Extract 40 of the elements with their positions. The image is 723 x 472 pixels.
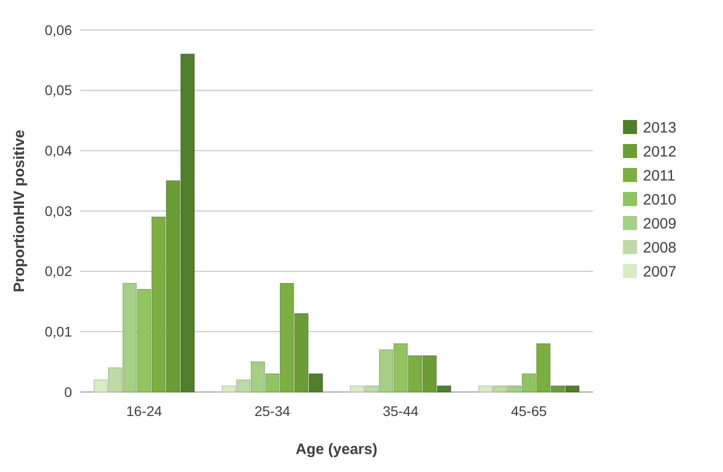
legend-label: 2010 [643, 191, 676, 208]
legend-label: 2007 [643, 263, 676, 280]
x-tick-label: 35-44 [382, 403, 419, 419]
bar [408, 356, 422, 392]
bar [394, 343, 408, 392]
bar [280, 283, 294, 392]
legend-label: 2011 [643, 167, 676, 184]
legend-label: 2008 [643, 239, 676, 256]
y-tick-label: 0,06 [44, 22, 72, 38]
bar [507, 386, 522, 392]
bar [364, 386, 379, 392]
y-tick-label: 0,01 [44, 324, 72, 340]
y-tick-label: 0,02 [44, 263, 72, 280]
bar [536, 343, 550, 392]
bar [222, 386, 236, 392]
bar [236, 380, 250, 392]
x-tick-label: 45-65 [510, 403, 547, 419]
y-tick-label: 0,03 [44, 202, 72, 219]
y-tick-label: 0,04 [44, 142, 72, 159]
bar [265, 374, 280, 392]
bar [478, 386, 492, 392]
bar [522, 374, 536, 392]
legend-label: 2009 [643, 215, 676, 232]
bar [379, 349, 394, 392]
bar [108, 368, 122, 392]
bar [250, 362, 265, 392]
bar [122, 283, 137, 392]
legend-label: 2013 [643, 119, 676, 136]
bar [152, 216, 166, 392]
y-axis-title: ProportionHIV positive [11, 130, 28, 292]
bar [137, 289, 152, 392]
x-tick-label: 25-34 [254, 403, 290, 419]
bar [350, 386, 364, 392]
x-tick-label: 16-24 [126, 403, 162, 419]
bar [94, 380, 108, 392]
legend-label: 2012 [643, 143, 676, 160]
bar [492, 386, 507, 392]
y-tick-label: 0,05 [44, 82, 72, 98]
x-axis-title: Age (years) [296, 441, 378, 458]
y-tick-label: 0 [64, 384, 72, 400]
